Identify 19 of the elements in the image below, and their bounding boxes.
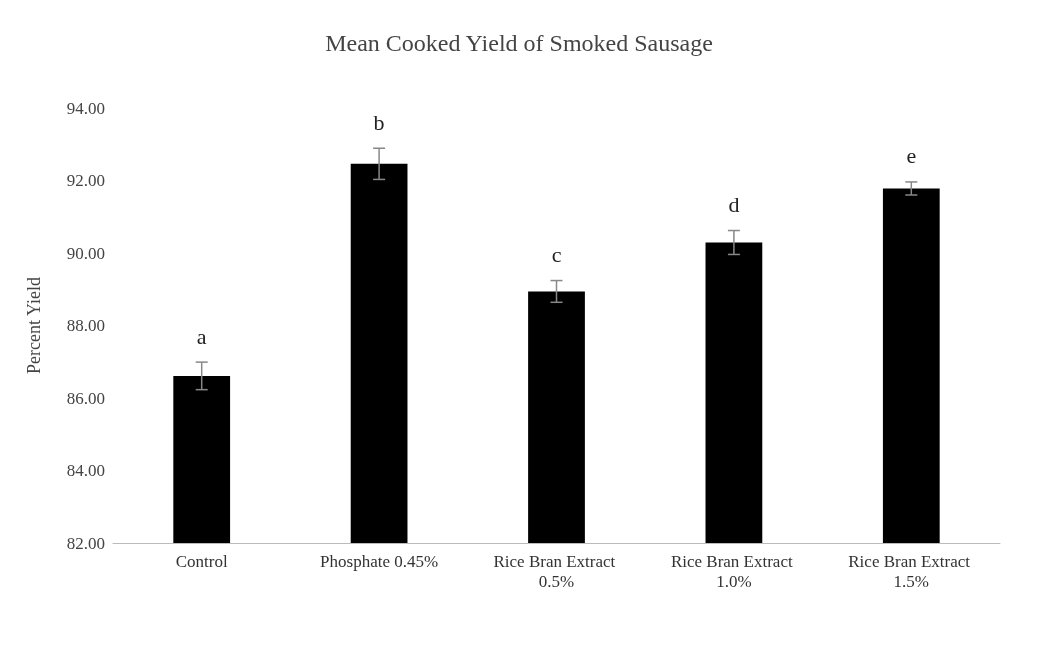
y-tick-label: 92.00 bbox=[66, 171, 105, 190]
y-tick-label: 82.00 bbox=[66, 533, 105, 553]
x-tick-label: Control bbox=[175, 551, 228, 571]
y-axis-title: Percent Yield bbox=[24, 277, 44, 374]
x-tick-label: Phosphate 0.45% bbox=[320, 551, 439, 571]
annotation: e bbox=[906, 143, 917, 169]
y-tick-label: 86.00 bbox=[66, 388, 105, 408]
y-tick-label: 90.00 bbox=[66, 243, 105, 263]
x-tick-label: Rice Bran Extract 1.0% bbox=[670, 551, 797, 591]
annotation: c bbox=[551, 242, 562, 268]
chart-title: Mean Cooked Yield of Smoked Sausage bbox=[325, 30, 713, 56]
y-tick-label: 84.00 bbox=[66, 461, 105, 480]
x-tick-label: Rice Bran Extract 0.5% bbox=[493, 551, 620, 591]
y-tick-label: 94.00 bbox=[66, 98, 105, 118]
annotation: d bbox=[728, 192, 740, 218]
y-tick-label: 88.00 bbox=[66, 316, 105, 335]
annotation: b bbox=[373, 109, 385, 135]
x-tick-label: Rice Bran Extract 1.5% bbox=[848, 551, 975, 591]
annotation: a bbox=[196, 323, 207, 349]
